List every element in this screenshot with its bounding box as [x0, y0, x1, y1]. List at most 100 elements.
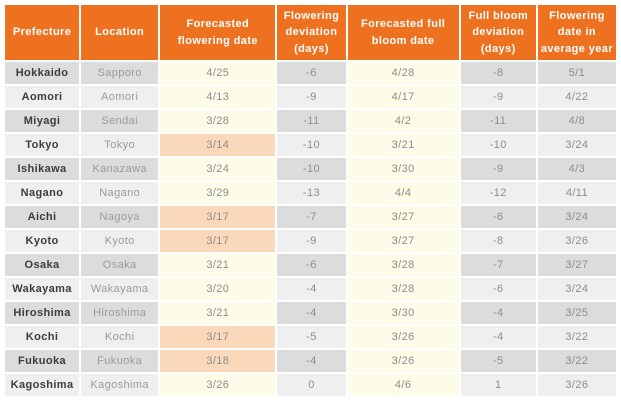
- cell-prefecture: Aichi: [5, 206, 80, 228]
- cell-flowering-deviation: -5: [277, 326, 346, 348]
- cell-prefecture: Ishikawa: [5, 158, 80, 180]
- cell-average-year-date: 3/25: [537, 302, 616, 324]
- cell-full-bloom-date: 3/28: [347, 254, 459, 276]
- cell-flowering-deviation: -4: [277, 302, 346, 324]
- cell-full-bloom-deviation: -4: [460, 326, 536, 348]
- cell-full-bloom-deviation: -10: [460, 134, 536, 156]
- cell-average-year-date: 4/3: [537, 158, 616, 180]
- cell-location: Hiroshima: [81, 302, 159, 324]
- cell-flowering-date: 4/13: [160, 86, 276, 108]
- cell-prefecture: Kyoto: [5, 230, 80, 252]
- cell-full-bloom-date: 3/30: [347, 302, 459, 324]
- cell-flowering-deviation: -10: [277, 158, 346, 180]
- column-header: Flowering date in average year: [537, 5, 616, 60]
- cell-location: Aomori: [81, 86, 159, 108]
- table-row: Aichi Nagoya 3/17 -7 3/27 -6 3/24: [5, 206, 616, 228]
- cell-prefecture: Kochi: [5, 326, 80, 348]
- table-row: Fukuoka Fukuoka 3/18 -4 3/26 -5 3/22: [5, 350, 616, 372]
- cell-location: Wakayama: [81, 278, 159, 300]
- table-row: Kochi Kochi 3/17 -5 3/26 -4 3/22: [5, 326, 616, 348]
- cell-full-bloom-date: 3/30: [347, 158, 459, 180]
- column-header: Forecasted full bloom date: [347, 5, 459, 60]
- cell-full-bloom-deviation: -7: [460, 254, 536, 276]
- cell-location: Kagoshima: [81, 374, 159, 396]
- cell-prefecture: Tokyo: [5, 134, 80, 156]
- cell-flowering-date: 3/14: [160, 134, 276, 156]
- cell-flowering-deviation: -7: [277, 206, 346, 228]
- cell-full-bloom-date: 3/26: [347, 326, 459, 348]
- cell-average-year-date: 5/1: [537, 62, 616, 84]
- cell-prefecture: Hiroshima: [5, 302, 80, 324]
- table-body: Hokkaido Sapporo 4/25 -6 4/28 -8 5/1 Aomori Aomo…: [5, 62, 616, 396]
- cell-average-year-date: 4/11: [537, 182, 616, 204]
- cell-full-bloom-deviation: -6: [460, 206, 536, 228]
- column-header: Location: [81, 5, 159, 60]
- table-row: Hokkaido Sapporo 4/25 -6 4/28 -8 5/1: [5, 62, 616, 84]
- cell-prefecture: Wakayama: [5, 278, 80, 300]
- cell-flowering-date: 3/21: [160, 254, 276, 276]
- cell-flowering-deviation: -6: [277, 62, 346, 84]
- cell-flowering-deviation: -13: [277, 182, 346, 204]
- cell-location: Tokyo: [81, 134, 159, 156]
- cell-location: Kochi: [81, 326, 159, 348]
- cell-full-bloom-date: 4/2: [347, 110, 459, 132]
- cell-average-year-date: 3/22: [537, 350, 616, 372]
- cell-prefecture: Miyagi: [5, 110, 80, 132]
- flowering-forecast-table: Prefecture Location Forecasted flowering d…: [3, 3, 618, 398]
- cell-full-bloom-date: 3/27: [347, 230, 459, 252]
- cell-location: Nagoya: [81, 206, 159, 228]
- cell-flowering-date: 3/21: [160, 302, 276, 324]
- cell-flowering-date: 3/20: [160, 278, 276, 300]
- header-row: Prefecture Location Forecasted flowering d…: [5, 5, 616, 60]
- cell-location: Nagano: [81, 182, 159, 204]
- cell-flowering-deviation: -4: [277, 278, 346, 300]
- cell-full-bloom-date: 3/26: [347, 350, 459, 372]
- cell-location: Osaka: [81, 254, 159, 276]
- column-header: Flowering deviation (days): [277, 5, 346, 60]
- cell-prefecture: Aomori: [5, 86, 80, 108]
- cell-average-year-date: 4/8: [537, 110, 616, 132]
- table-row: Ishikawa Kanazawa 3/24 -10 3/30 -9 4/3: [5, 158, 616, 180]
- cell-location: Sendai: [81, 110, 159, 132]
- cell-flowering-date: 3/24: [160, 158, 276, 180]
- cell-location: Sapporo: [81, 62, 159, 84]
- cell-flowering-deviation: -9: [277, 230, 346, 252]
- cell-full-bloom-date: 4/28: [347, 62, 459, 84]
- column-header: Full bloom deviation (days): [460, 5, 536, 60]
- cell-full-bloom-deviation: -4: [460, 302, 536, 324]
- cell-average-year-date: 3/27: [537, 254, 616, 276]
- cell-flowering-date: 4/25: [160, 62, 276, 84]
- cell-average-year-date: 3/22: [537, 326, 616, 348]
- table-row: Kyoto Kyoto 3/17 -9 3/27 -8 3/26: [5, 230, 616, 252]
- cell-full-bloom-deviation: 1: [460, 374, 536, 396]
- table-row: Aomori Aomori 4/13 -9 4/17 -9 4/22: [5, 86, 616, 108]
- cell-flowering-deviation: -9: [277, 86, 346, 108]
- table-row: Hiroshima Hiroshima 3/21 -4 3/30 -4 3/25: [5, 302, 616, 324]
- table-row: Kagoshima Kagoshima 3/26 0 4/6 1 3/26: [5, 374, 616, 396]
- table-row: Wakayama Wakayama 3/20 -4 3/28 -6 3/24: [5, 278, 616, 300]
- cell-full-bloom-deviation: -9: [460, 86, 536, 108]
- column-header: Prefecture: [5, 5, 80, 60]
- cell-location: Fukuoka: [81, 350, 159, 372]
- cell-full-bloom-deviation: -12: [460, 182, 536, 204]
- cell-location: Kanazawa: [81, 158, 159, 180]
- cell-full-bloom-deviation: -11: [460, 110, 536, 132]
- cell-flowering-date: 3/17: [160, 206, 276, 228]
- cell-full-bloom-deviation: -6: [460, 278, 536, 300]
- cell-full-bloom-deviation: -8: [460, 230, 536, 252]
- cell-average-year-date: 3/26: [537, 374, 616, 396]
- column-header: Forecasted flowering date: [160, 5, 276, 60]
- cell-flowering-date: 3/26: [160, 374, 276, 396]
- cell-full-bloom-date: 3/21: [347, 134, 459, 156]
- cell-full-bloom-deviation: -8: [460, 62, 536, 84]
- cell-flowering-deviation: -11: [277, 110, 346, 132]
- cell-average-year-date: 3/24: [537, 278, 616, 300]
- cell-average-year-date: 3/26: [537, 230, 616, 252]
- table-row: Osaka Osaka 3/21 -6 3/28 -7 3/27: [5, 254, 616, 276]
- cell-prefecture: Fukuoka: [5, 350, 80, 372]
- table-row: Nagano Nagano 3/29 -13 4/4 -12 4/11: [5, 182, 616, 204]
- cell-flowering-date: 3/17: [160, 326, 276, 348]
- cell-full-bloom-date: 4/17: [347, 86, 459, 108]
- cell-prefecture: Osaka: [5, 254, 80, 276]
